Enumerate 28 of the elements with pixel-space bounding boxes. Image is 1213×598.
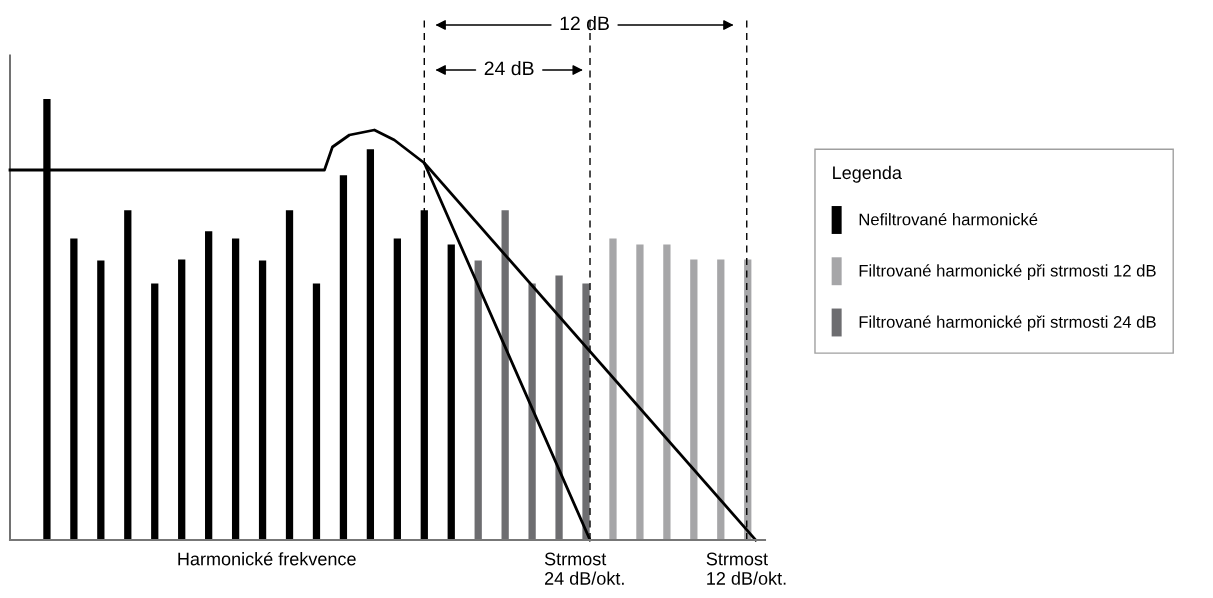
bar [663,244,671,540]
text: 24 dB [484,60,534,76]
bar [97,260,105,540]
bar [70,238,78,540]
bar [636,244,644,540]
legend-label: Filtrované harmonické při strmosti 12 dB [859,264,1156,280]
bar [447,244,455,540]
bar [717,259,725,540]
bar [231,238,240,540]
text: Strmost 12 dB/okt. [706,552,786,585]
bar [366,149,375,540]
legend-label: Filtrované harmonické při strmosti 24 dB [859,315,1156,332]
bar [339,175,348,540]
bar [690,259,698,540]
bar [609,238,617,540]
bar [205,231,213,540]
bar [312,283,321,540]
legend-title: Legenda [833,165,902,183]
bar [393,238,401,540]
bar [258,260,267,540]
text: Strmost 24 dB/okt. [544,552,624,585]
legend-label: Nefiltrované harmonické [859,212,1038,226]
text: 12 dB [560,15,609,31]
bar [124,210,132,540]
bar [285,210,294,540]
x-axis-title: Harmonické frekvence [178,551,356,566]
bar [151,283,159,540]
bar [178,259,186,540]
